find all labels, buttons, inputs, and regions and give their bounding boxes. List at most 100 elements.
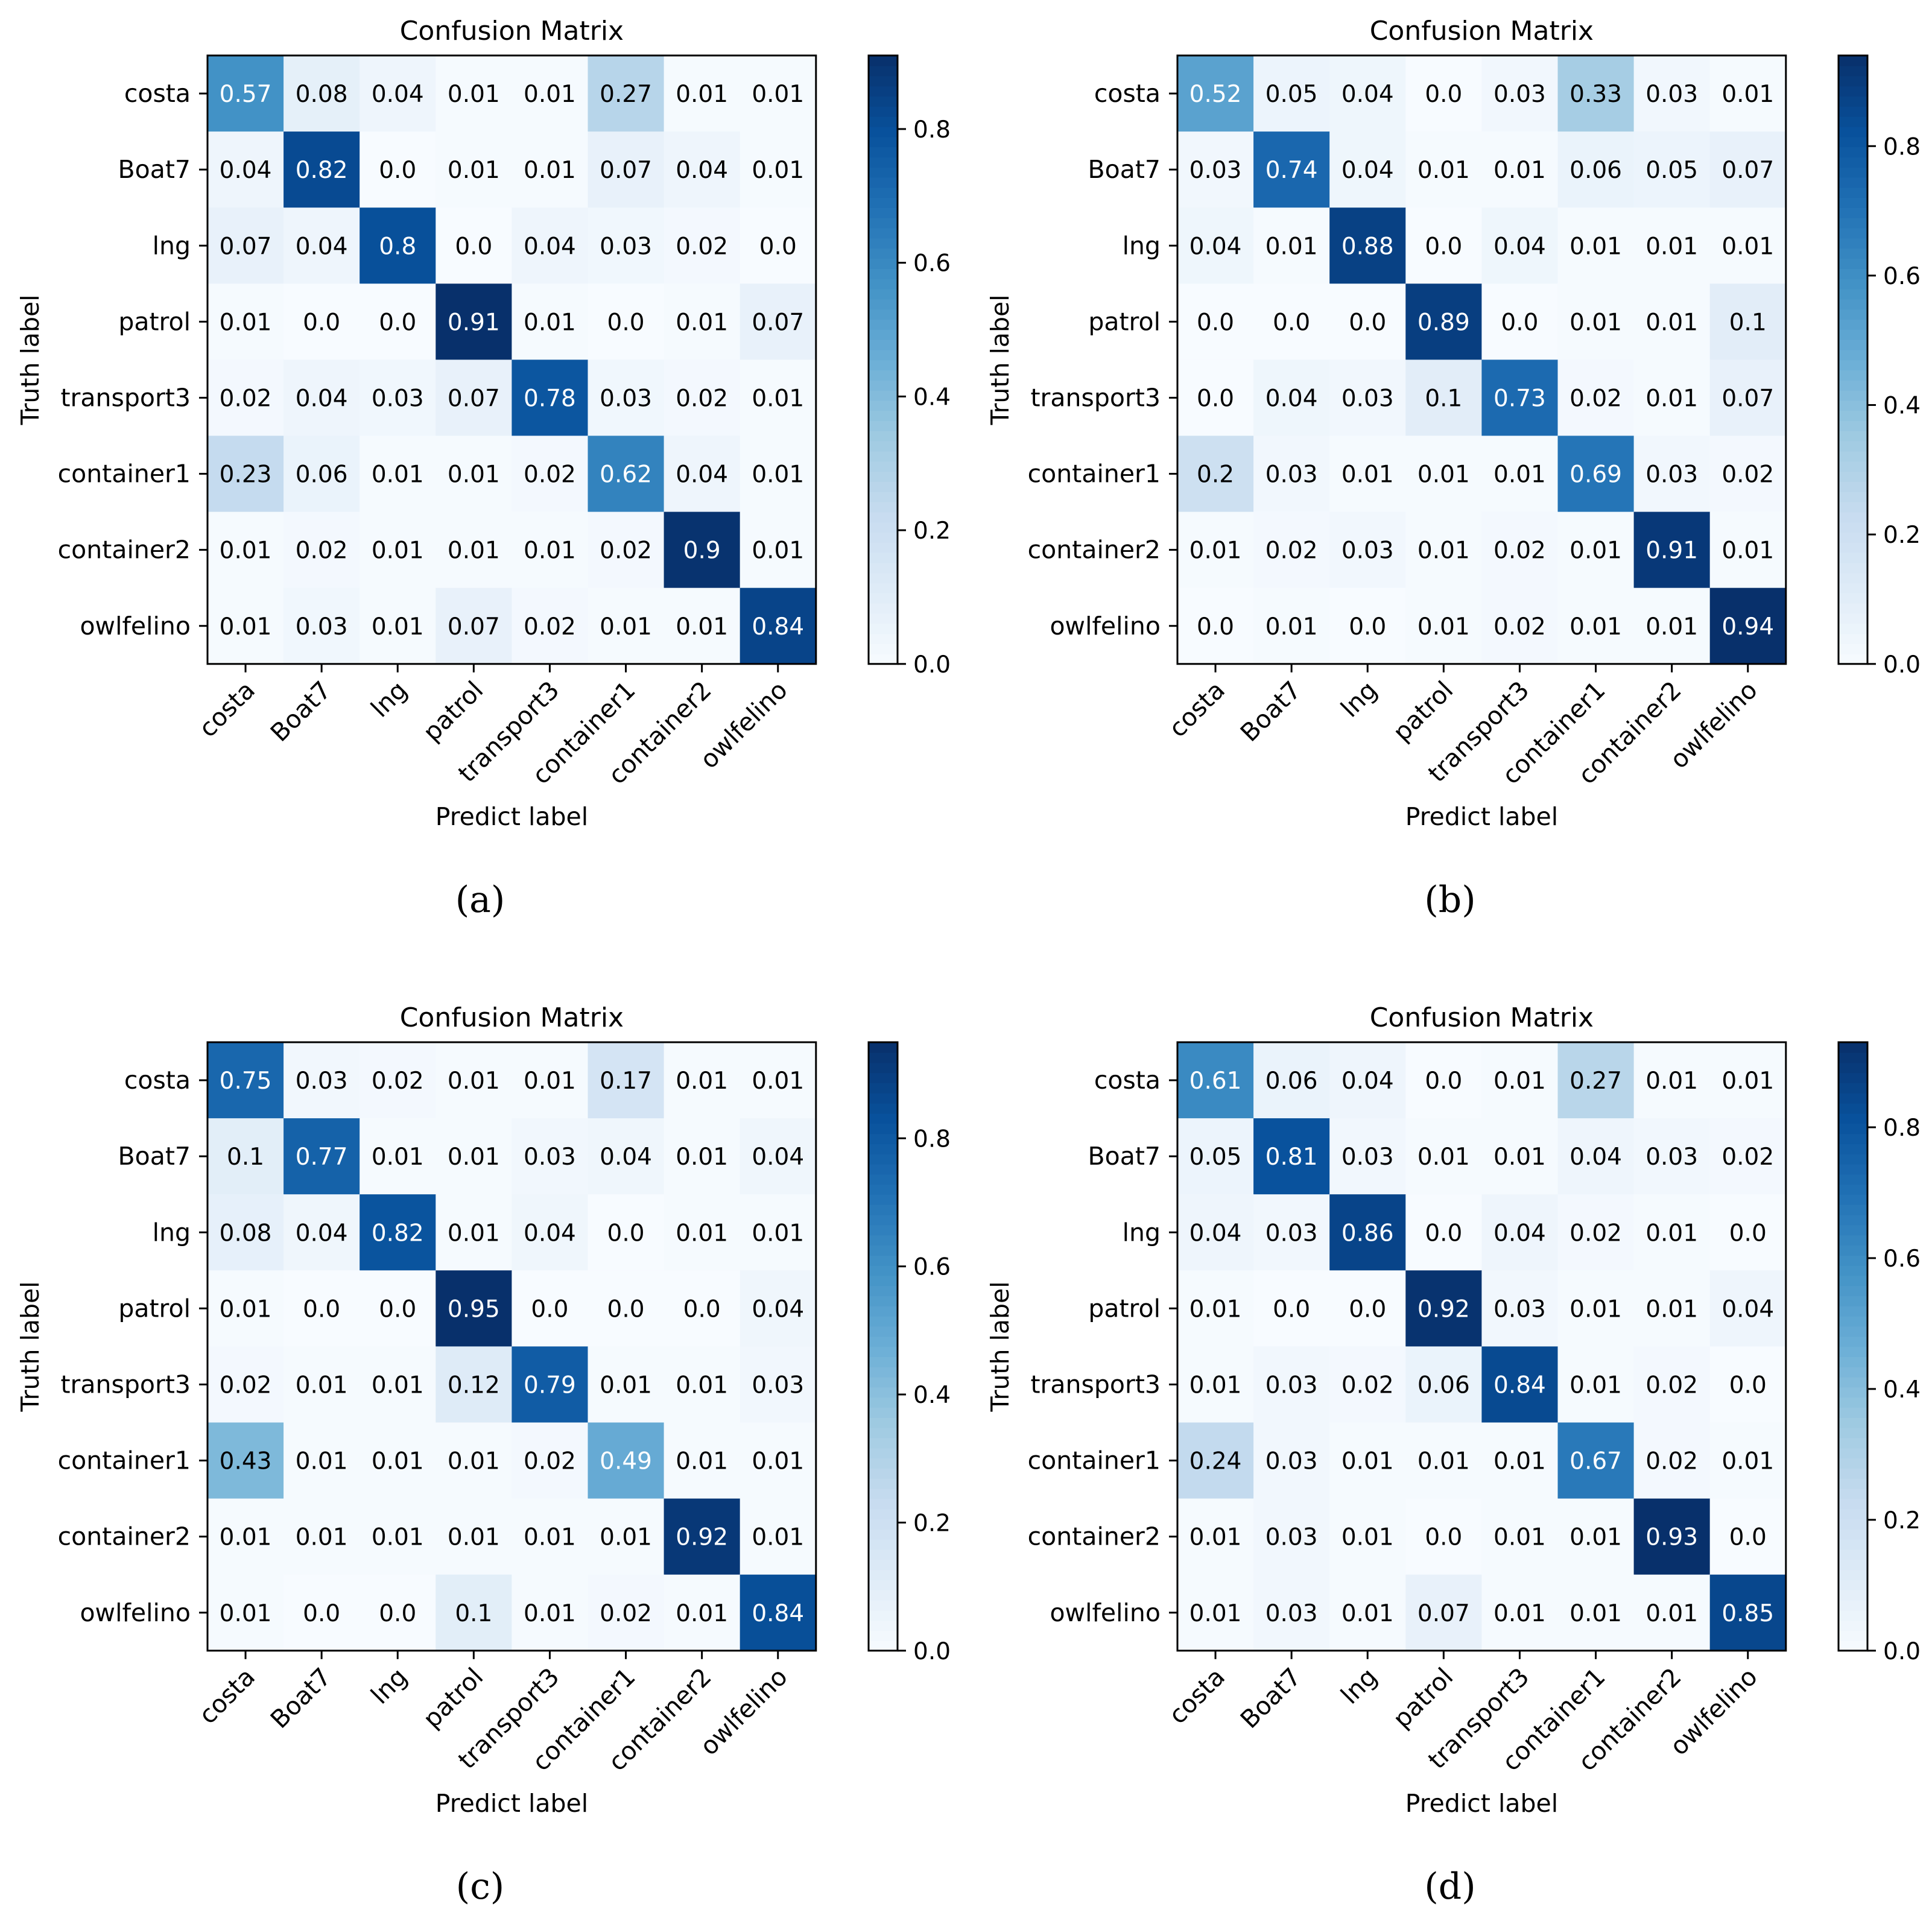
heatmap-cell	[359, 131, 436, 208]
colorbar-segment	[1839, 157, 1867, 168]
cell-value-label: 0.03	[1265, 1448, 1318, 1475]
colorbar-segment	[869, 552, 898, 563]
heatmap-cell	[359, 587, 436, 665]
heatmap-cell	[1557, 131, 1635, 208]
heatmap-cell	[1481, 283, 1559, 360]
cell-value-label: 0.79	[524, 1372, 576, 1399]
heatmap-cell	[207, 207, 284, 284]
heatmap-cell	[1405, 1270, 1482, 1347]
colorbar-segment	[1839, 1224, 1867, 1236]
heatmap-cell	[359, 1346, 436, 1423]
x-tick-label: costa	[193, 676, 261, 743]
cell-value-label: 0.0	[759, 233, 797, 260]
cell-value-label: 0.07	[1721, 157, 1774, 184]
confusion-matrix-panel: Confusion Matrix 0.57 0.08 0.04 0.01 0.01 0.27…	[16, 16, 951, 921]
cell-value-label: 0.01	[676, 1220, 728, 1247]
cell-value-label: 0.91	[1645, 537, 1698, 565]
colorbar-tick-label: 0.6	[913, 1254, 951, 1281]
heatmap-cell	[1177, 1270, 1254, 1347]
cell-value-label: 0.07	[1417, 1600, 1470, 1627]
cell-value-label: 0.0	[1349, 613, 1386, 641]
cell-value-label: 0.01	[524, 1524, 576, 1551]
heatmap-cell	[1633, 55, 1711, 132]
colorbar-segment	[869, 1133, 898, 1144]
cell-value-label: 0.0	[1273, 1296, 1310, 1323]
cell-value-label: 0.08	[220, 1220, 272, 1247]
colorbar-segment	[1839, 197, 1867, 208]
heatmap-cell	[512, 283, 589, 360]
colorbar-segment	[869, 1296, 898, 1306]
cell-value-label: 0.01	[600, 613, 652, 641]
colorbar-segment	[1839, 1204, 1867, 1215]
colorbar-segment	[1839, 288, 1867, 300]
cell-value-label: 0.01	[1189, 1372, 1242, 1399]
heatmap-cell	[1709, 207, 1787, 284]
heatmap-cell	[1633, 1422, 1711, 1499]
colorbar-segment	[1839, 1529, 1867, 1540]
heatmap-cell	[1177, 1422, 1254, 1499]
cell-value-label: 0.04	[296, 385, 348, 412]
colorbar-segment	[869, 258, 898, 269]
heatmap-cell	[1177, 1574, 1254, 1651]
colorbar-segment	[1839, 1600, 1867, 1611]
colorbar-tick-label: 0.2	[913, 1510, 951, 1537]
heatmap-cell	[1405, 1118, 1482, 1195]
colorbar-segment	[869, 420, 898, 431]
colorbar-segment	[869, 603, 898, 614]
y-tick-label: owlfelino	[80, 612, 191, 641]
cell-value-label: 0.01	[1417, 613, 1470, 641]
cell-value-label: 0.01	[1645, 1068, 1698, 1095]
heatmap-cell	[1177, 1118, 1254, 1195]
heatmap-cell	[588, 435, 665, 513]
cell-value-label: 0.01	[448, 157, 500, 184]
heatmap-cell	[1177, 55, 1254, 132]
heatmap-cell	[1633, 1270, 1711, 1347]
colorbar-segment	[1839, 1468, 1867, 1479]
colorbar-segment	[869, 1224, 898, 1236]
heatmap-cell	[512, 435, 589, 513]
colorbar-segment	[1839, 431, 1867, 441]
cell-value-label: 0.01	[524, 309, 576, 336]
cell-value-label: 0.78	[524, 385, 576, 412]
heatmap-cell	[588, 1498, 665, 1575]
cell-value-label: 0.01	[752, 537, 804, 565]
colorbar-segment	[1839, 461, 1867, 472]
heatmap-cell	[1253, 131, 1330, 208]
cell-value-label: 0.8	[379, 233, 416, 260]
colorbar-tick-label: 0.4	[913, 384, 951, 411]
colorbar-frame	[867, 54, 899, 665]
cell-value-label: 0.04	[676, 157, 728, 184]
cell-value-label: 0.04	[1493, 1220, 1546, 1247]
colorbar-segment	[1839, 349, 1867, 361]
cell-value-label: 0.01	[524, 1068, 576, 1095]
heatmap-cell	[1177, 1194, 1254, 1271]
heatmap-cell	[740, 1346, 817, 1423]
colorbar-segment	[1839, 1397, 1867, 1408]
heatmap-cell	[1177, 435, 1254, 513]
heatmap-cell	[664, 131, 741, 208]
colorbar-segment	[869, 451, 898, 462]
cell-value-label: 0.02	[524, 613, 576, 641]
heatmap-cell	[1709, 359, 1787, 437]
cell-value-label: 0.17	[600, 1068, 652, 1095]
cell-value-label: 0.75	[220, 1068, 272, 1095]
colorbar-segment	[869, 440, 898, 452]
colorbar-segment	[1839, 248, 1867, 259]
x-tick-label: costa	[193, 1662, 261, 1730]
heatmap-cell	[1329, 1118, 1406, 1195]
colorbar-segment	[1839, 1265, 1867, 1276]
cell-value-label: 0.03	[296, 1068, 348, 1095]
heatmap-cell	[512, 1118, 589, 1195]
colorbar-segment	[869, 268, 898, 279]
colorbar-segment	[1839, 1214, 1867, 1226]
x-tick-label: patrol	[1387, 1662, 1459, 1734]
cell-value-label: 0.0	[1349, 1296, 1386, 1323]
heatmap-cell	[1253, 435, 1330, 513]
colorbar-segment	[1839, 238, 1867, 249]
heatmap-cell	[359, 55, 436, 132]
cell-value-label: 0.08	[296, 81, 348, 108]
heatmap-cell	[435, 359, 512, 437]
colorbar-segment	[869, 1072, 898, 1084]
cell-value-label: 0.01	[1341, 1600, 1394, 1627]
heatmap-cell	[283, 1422, 360, 1499]
